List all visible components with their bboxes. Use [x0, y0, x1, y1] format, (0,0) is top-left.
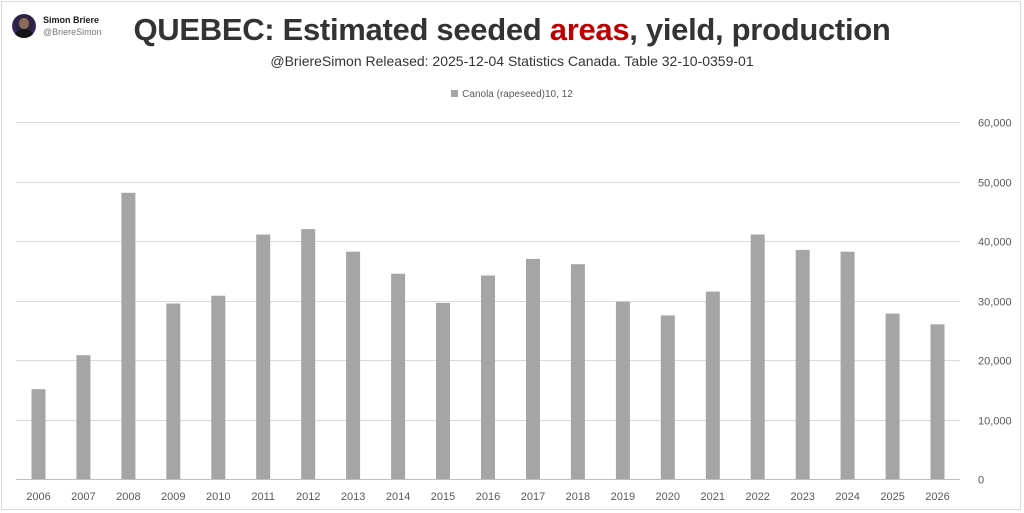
bar-2007	[76, 355, 91, 479]
author-badge: Simon Briere @BriereSimon	[12, 14, 102, 38]
legend-swatch-icon	[451, 90, 459, 97]
y-tick-label: 40,000	[978, 237, 1012, 249]
x-tick-label: 2007	[71, 491, 95, 503]
x-tick-label: 2021	[701, 491, 725, 503]
bar-2014	[391, 273, 406, 479]
x-axis-labels: 2006 2007 2008 2009 2010 2011 2012 2013 2014 2015…	[26, 491, 949, 503]
x-tick-label: 2017	[521, 491, 545, 503]
legend: Canola (rapeseed)10, 12	[0, 89, 1024, 100]
bar-2026	[930, 324, 945, 479]
x-tick-label: 2006	[26, 491, 50, 503]
bar-2020	[660, 315, 675, 479]
x-tick-label: 2018	[566, 491, 590, 503]
y-tick-label: 50,000	[978, 178, 1012, 190]
x-tick-label: 2011	[251, 491, 275, 503]
x-tick-label: 2013	[341, 491, 365, 503]
bar-2017	[526, 258, 540, 479]
x-tick-label: 2016	[476, 491, 500, 503]
bar-2023	[795, 249, 810, 479]
title-highlight: areas	[549, 12, 630, 47]
bar-2015	[436, 302, 450, 479]
x-tick-label: 2012	[296, 491, 320, 503]
y-tick-label: 30,000	[978, 297, 1012, 309]
author-name: Simon Briere	[43, 15, 100, 25]
x-tick-label: 2010	[206, 491, 230, 503]
x-tick-label: 2009	[161, 491, 185, 503]
y-tick-label: 20,000	[978, 356, 1012, 368]
bars	[31, 192, 945, 480]
bar-2008	[121, 192, 136, 480]
bar-2022	[750, 234, 765, 479]
bar-2025	[885, 313, 900, 479]
x-tick-label: 2024	[835, 491, 859, 503]
title-prefix: QUEBEC: Estimated seeded	[133, 12, 550, 47]
bar-2013	[346, 251, 361, 479]
x-tick-label: 2022	[745, 491, 769, 503]
legend-label: Canola (rapeseed)10, 12	[462, 89, 573, 100]
x-tick-label: 2019	[611, 491, 635, 503]
y-tick-label: 60,000	[978, 118, 1012, 130]
author-handle: @BriereSimon	[43, 27, 102, 37]
x-tick-label: 2025	[880, 491, 904, 503]
x-tick-label: 2008	[116, 491, 140, 503]
y-tick-label: 0	[978, 475, 984, 487]
bar-2009	[166, 303, 181, 479]
title-suffix: , yield, production	[629, 12, 891, 47]
x-tick-label: 2014	[386, 491, 410, 503]
x-tick-label: 2023	[790, 491, 814, 503]
bar-2012	[301, 229, 316, 479]
bar-2011	[256, 234, 271, 479]
bar-2010	[211, 295, 226, 479]
chart-subtitle: @BriereSimon Released: 2025-12-04 Statis…	[270, 53, 754, 69]
y-tick-label: 10,000	[978, 416, 1012, 428]
y-axis-labels: 0 10,000 20,000 30,000 40,000 50,000 60,000	[978, 118, 1012, 487]
bar-2019	[615, 301, 630, 479]
bar-2021	[705, 291, 720, 479]
bar-2018	[570, 264, 585, 479]
x-tick-label: 2020	[656, 491, 680, 503]
avatar	[12, 14, 36, 38]
x-tick-label: 2026	[925, 491, 949, 503]
bar-2006	[31, 389, 46, 479]
chart-title: QUEBEC: Estimated seeded areas, yield, p…	[0, 12, 1024, 48]
x-tick-label: 2015	[431, 491, 455, 503]
bar-2016	[481, 275, 495, 479]
bar-2024	[840, 251, 855, 479]
